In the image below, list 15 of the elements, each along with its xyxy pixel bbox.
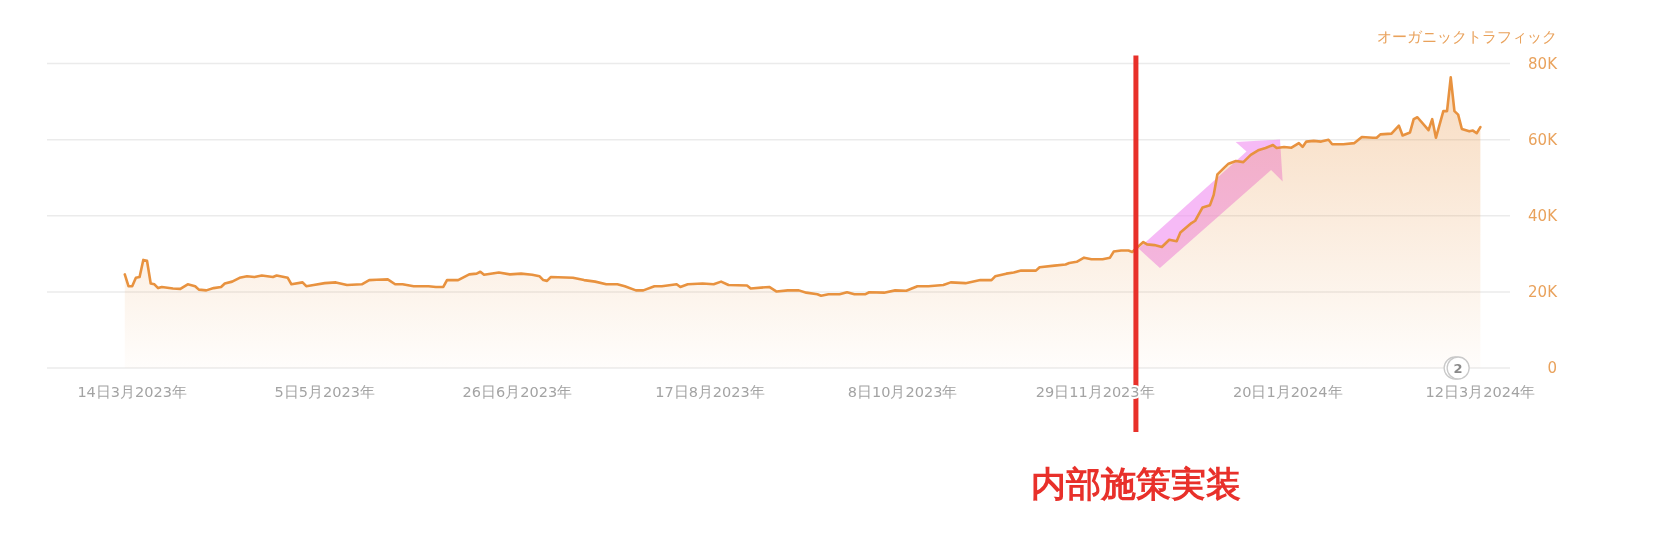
y-tick-label: 20K	[1528, 282, 1557, 301]
y-tick-label: 60K	[1528, 130, 1557, 149]
x-tick-label: 17日8月2023年	[655, 384, 765, 400]
ref-line-label: 内部施策実装	[1030, 464, 1241, 504]
x-tick-label: 8日10月2023年	[847, 384, 958, 400]
annotation: 2	[1453, 360, 1463, 376]
x-tick-label: 14日3月2023年	[77, 384, 187, 400]
x-tick-label: 5日5月2023年	[274, 384, 375, 400]
ylabel: オーガニックトラフィック	[1377, 29, 1557, 45]
x-tick-label: 20日1月2024年	[1233, 384, 1343, 400]
y-tick-label: 40K	[1528, 206, 1557, 225]
y-tick-label: 80K	[1528, 54, 1557, 73]
x-tick-label: 12日3月2024年	[1425, 384, 1536, 400]
y-tick-label: 0	[1547, 359, 1557, 377]
x-tick-label: 26日6月2023年	[462, 384, 573, 400]
